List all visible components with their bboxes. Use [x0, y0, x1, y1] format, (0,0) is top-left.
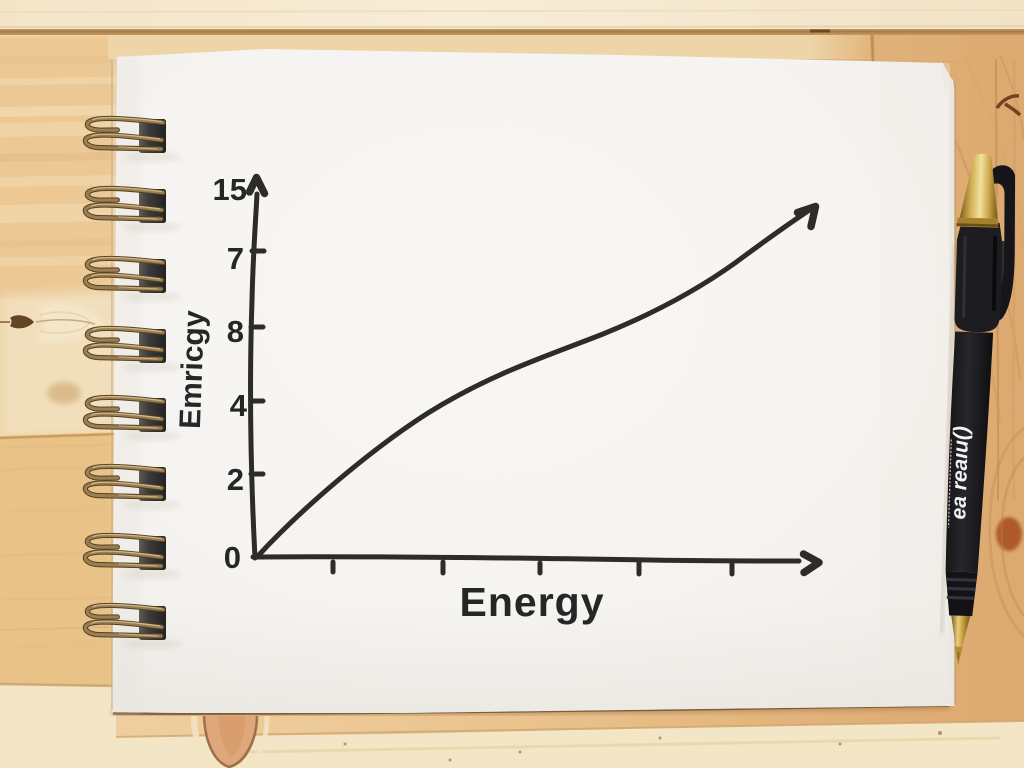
svg-text:15: 15 — [213, 172, 247, 207]
svg-text:Emricgy: Emricgy — [174, 310, 211, 430]
svg-text:4: 4 — [230, 388, 248, 423]
svg-text:0: 0 — [224, 540, 241, 575]
svg-text:7: 7 — [227, 241, 244, 276]
svg-text:Energy: Energy — [460, 579, 605, 625]
svg-text:8: 8 — [227, 314, 244, 349]
svg-text:2: 2 — [227, 462, 244, 497]
